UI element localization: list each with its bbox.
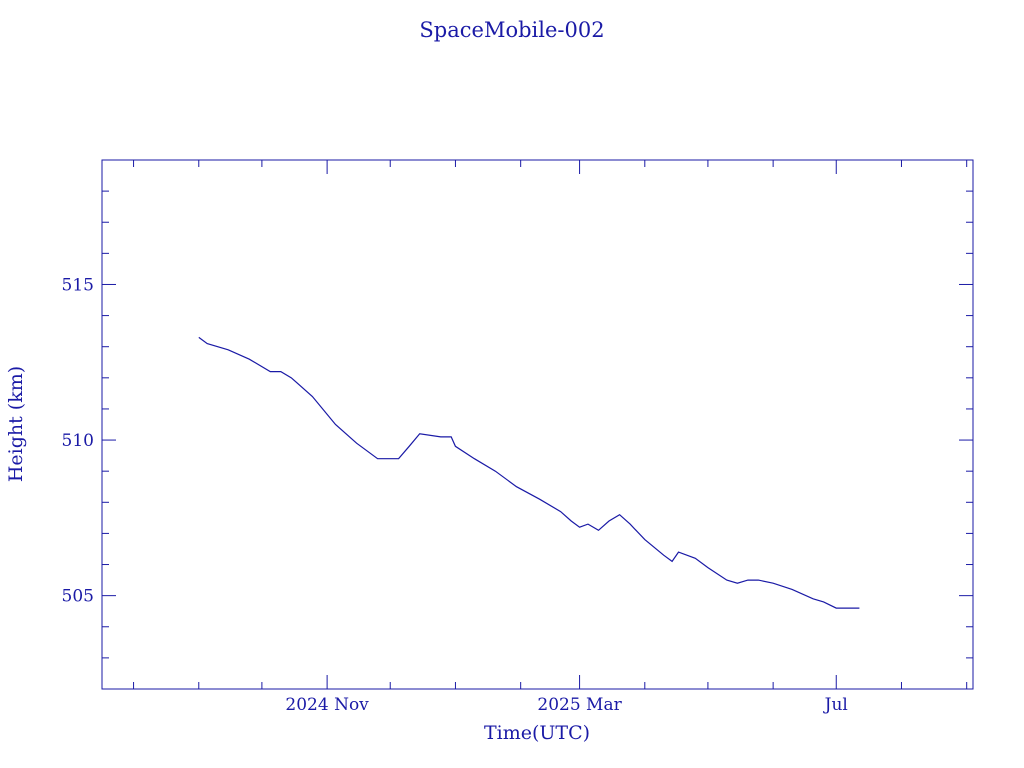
plot-frame — [101, 159, 974, 690]
x-axis-label: Time(UTC) — [484, 722, 590, 744]
y-tick-label: 505 — [62, 587, 94, 607]
x-tick-labels: 2024 Nov 2025 Mar Jul — [285, 695, 847, 715]
y-tick-label: 510 — [62, 431, 94, 451]
chart-title: SpaceMobile-002 — [419, 18, 604, 42]
y-axis-label: Height (km) — [5, 366, 27, 482]
x-tick-label: Jul — [823, 695, 848, 715]
series-line — [198, 336, 860, 609]
axis-ticks — [102, 159, 973, 690]
y-tick-labels: 505 510 515 — [62, 275, 94, 606]
x-tick-label: 2025 Mar — [537, 695, 622, 715]
x-tick-label: 2024 Nov — [285, 695, 369, 715]
y-tick-label: 515 — [62, 275, 94, 295]
